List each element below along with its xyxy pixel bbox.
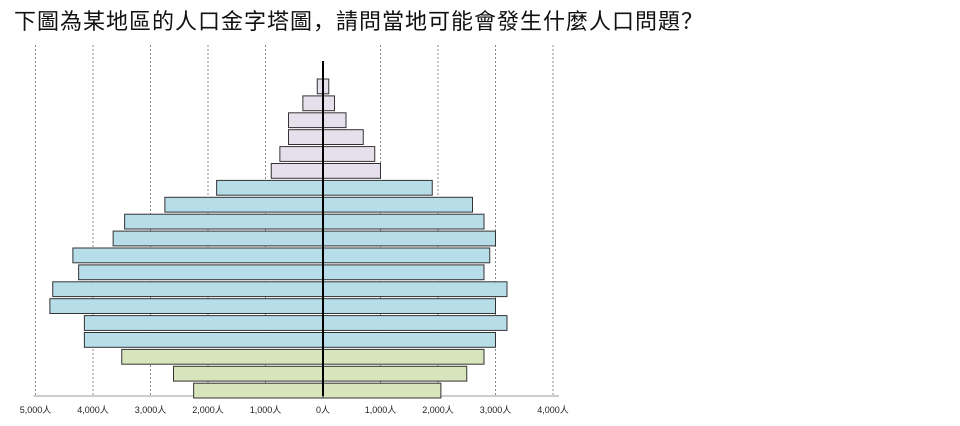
bar-right [322, 95, 335, 112]
bar-right [322, 365, 468, 382]
bar-left [124, 213, 324, 230]
bar-left [288, 129, 324, 145]
bar-right [322, 129, 364, 145]
bar-left [49, 298, 324, 315]
tick-label: 1,000人 [365, 405, 397, 415]
bar-left [288, 112, 324, 129]
bar-left [112, 230, 324, 247]
bar-right [322, 348, 485, 365]
bar-left [302, 95, 324, 112]
tick-label: 3,000人 [135, 405, 167, 415]
bar-right [322, 179, 433, 196]
bar-right [322, 264, 485, 281]
bar-left [121, 348, 324, 365]
tick-label: 1,000人 [250, 405, 282, 415]
bar-right [322, 315, 508, 331]
question-text: 下圖為某地區的人口金字塔圖，請問當地可能會發生什麼人口問題？ [14, 10, 705, 35]
bar-left [72, 247, 324, 264]
bar-right [322, 213, 485, 230]
bar-right [322, 332, 496, 348]
bar-right [322, 247, 491, 264]
tick-label: 0人 [316, 405, 330, 415]
bar-right [322, 298, 496, 315]
tick-labels: 5,000人 4,000人 3,000人 2,000人 1,000人 0人 1,000人 2,… [20, 405, 569, 415]
bar-left [52, 281, 324, 298]
bar-left [270, 163, 324, 179]
bar-right [322, 112, 347, 129]
bar-right [322, 230, 496, 247]
bar-right [322, 281, 508, 298]
tick-label: 4,000人 [77, 405, 109, 415]
bar-left [173, 365, 324, 382]
tick-label: 4,000人 [537, 405, 569, 415]
bar-left [83, 332, 324, 348]
bar-left [216, 179, 324, 196]
bar-right [322, 382, 442, 399]
bar-right [322, 196, 473, 213]
bar-left [83, 315, 324, 331]
bar-right [322, 163, 381, 179]
bars [49, 78, 508, 399]
tick-label: 2,000人 [192, 405, 224, 415]
bar-left [193, 382, 324, 399]
tick-label: 3,000人 [480, 405, 512, 415]
bar-left [279, 146, 324, 162]
bar-right [322, 146, 376, 162]
tick-label: 5,000人 [20, 405, 52, 415]
bar-left [78, 264, 324, 281]
bar-left [164, 196, 324, 213]
tick-label: 2,000人 [422, 405, 454, 415]
